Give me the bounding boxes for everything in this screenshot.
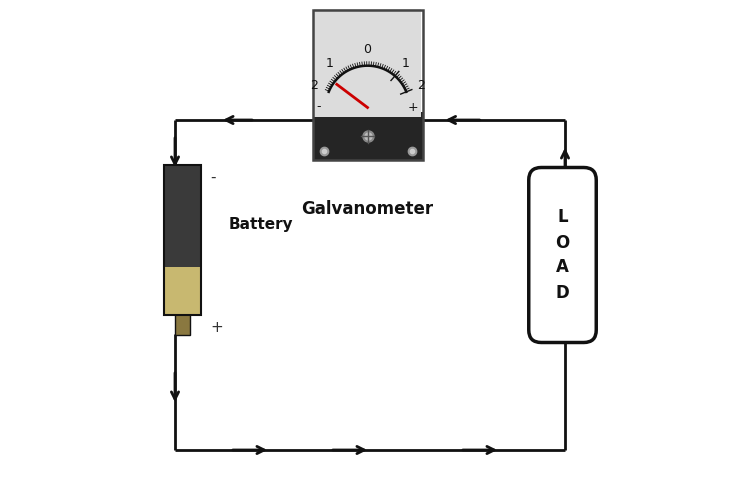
Text: +: + [408,100,419,114]
Text: 0: 0 [364,43,371,56]
Bar [164,165,201,315]
Text: -: - [210,170,216,185]
Text: +: + [210,320,223,335]
Text: L
O
A
D: L O A D [555,208,570,302]
Text: 1: 1 [401,58,410,70]
Bar [313,112,422,160]
Text: 2: 2 [417,80,425,92]
Text: Galvanometer: Galvanometer [302,200,433,218]
Text: -: - [316,100,321,114]
Text: Battery: Battery [229,218,293,232]
Bar [314,8,421,117]
Bar [313,10,422,160]
Text: 2: 2 [310,80,318,92]
Bar [164,267,201,315]
FancyBboxPatch shape [529,168,596,342]
Text: 1: 1 [326,58,334,70]
Bar [175,312,190,335]
Bar [164,165,201,278]
